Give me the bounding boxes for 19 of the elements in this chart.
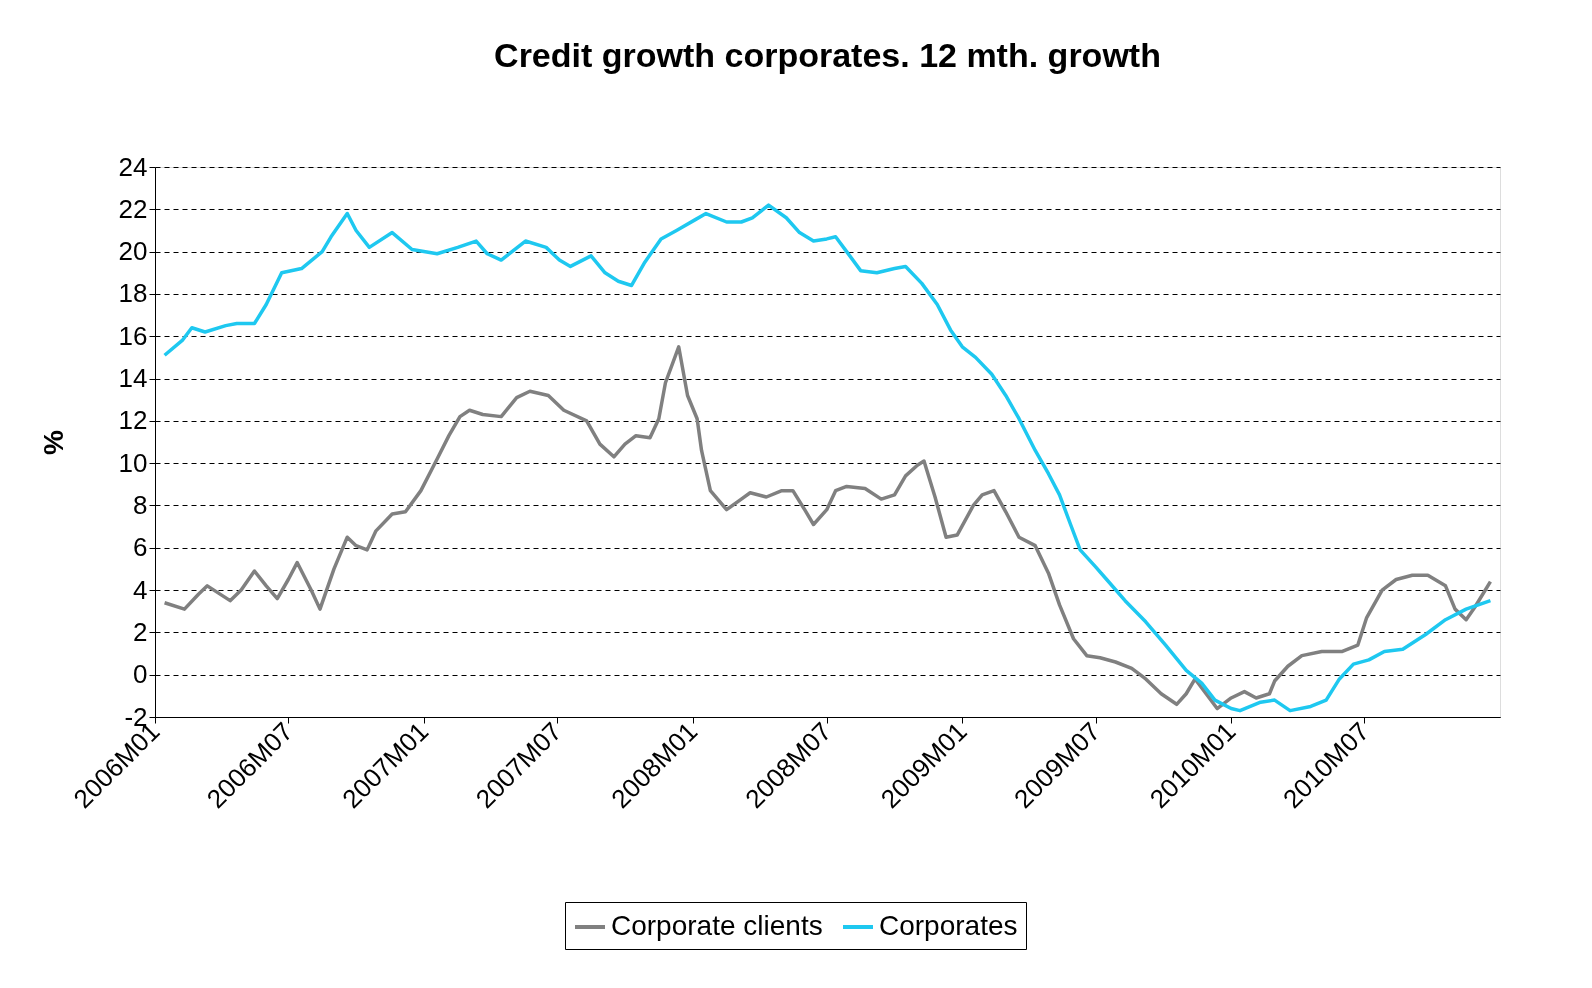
y-tick-label: 8 xyxy=(133,489,148,520)
y-tick-label: 20 xyxy=(118,236,148,267)
y-axis-title: % xyxy=(37,429,69,455)
y-tick-label: 4 xyxy=(133,574,148,605)
chart-title: Credit growth corporates. 12 mth. growth xyxy=(494,36,1161,74)
y-tick-label: 12 xyxy=(118,405,148,436)
y-tick-label: 0 xyxy=(133,659,148,690)
line-series xyxy=(162,203,1493,713)
y-tick-label: 10 xyxy=(118,447,148,478)
line-series xyxy=(162,345,1493,711)
y-tick-label: 24 xyxy=(118,151,148,182)
y-tick-label: 16 xyxy=(118,320,148,351)
y-tick-label: 6 xyxy=(133,532,148,563)
y-tick-label: 22 xyxy=(118,193,148,224)
legend-label: Corporates xyxy=(879,910,1018,941)
y-tick-label: 2 xyxy=(133,616,148,647)
legend-label: Corporate clients xyxy=(611,910,823,941)
y-tick-label: 18 xyxy=(118,278,148,309)
y-tick-label: 14 xyxy=(118,363,148,394)
